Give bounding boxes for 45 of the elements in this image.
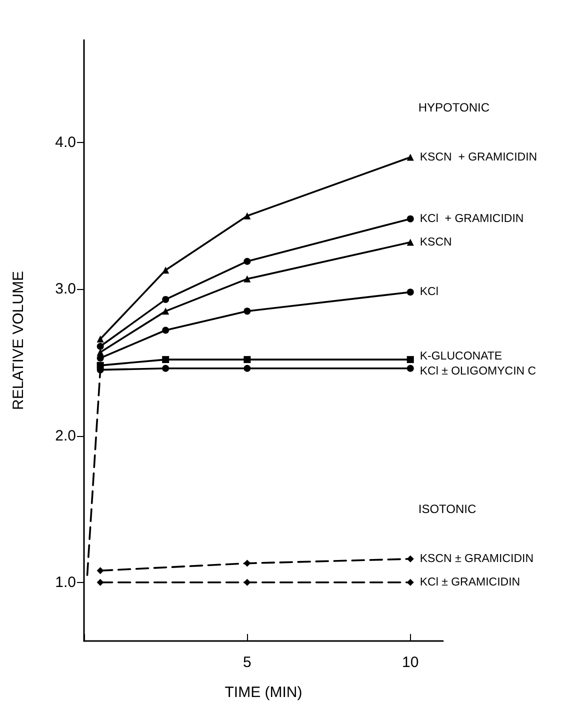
annotation: ISOTONIC [418, 502, 476, 516]
point [162, 356, 170, 364]
point [244, 356, 251, 364]
point [96, 578, 104, 586]
point [406, 578, 414, 586]
point [244, 364, 251, 372]
point [406, 154, 414, 161]
point [244, 258, 251, 265]
point [162, 296, 170, 303]
point [406, 215, 414, 222]
annotation: HYPOTONIC [418, 100, 490, 114]
point [406, 364, 414, 372]
point [244, 308, 251, 315]
point [96, 336, 104, 343]
point [162, 364, 170, 372]
series-label: KSCN [420, 236, 452, 248]
point [244, 212, 251, 220]
x-tick-label: 5 [243, 654, 252, 671]
y-axis-title: RELATIVE VOLUME [10, 271, 27, 410]
x-tick-label: 10 [402, 654, 419, 671]
point [96, 567, 104, 574]
point [244, 275, 251, 282]
series-label: KSCN + GRAMICIDIN [420, 151, 538, 164]
x-axis-title: TIME (MIN) [224, 684, 302, 701]
point [96, 354, 104, 362]
point [406, 356, 414, 364]
y-tick-label: 4.0 [55, 134, 76, 152]
series-label: KCl + GRAMICIDIN [420, 212, 524, 225]
series-label: KSCN ± GRAMICIDIN [420, 552, 534, 565]
point [244, 578, 251, 586]
point [406, 288, 414, 296]
series-label: KCl ± GRAMICIDIN [420, 576, 520, 588]
series-label: KCl ± OLIGOMYCIN C [420, 365, 536, 378]
series-label: KCl [420, 286, 438, 298]
point [162, 326, 170, 334]
y-tick-label: 3.0 [55, 280, 76, 298]
y-tick-label: 2.0 [55, 427, 76, 444]
point [244, 560, 251, 567]
point [406, 238, 414, 246]
point [96, 342, 104, 350]
point [162, 266, 170, 274]
series-label: K-GLUCONATE [420, 350, 502, 362]
point [406, 555, 414, 562]
point [162, 308, 170, 315]
y-tick-label: 1.0 [55, 574, 76, 591]
